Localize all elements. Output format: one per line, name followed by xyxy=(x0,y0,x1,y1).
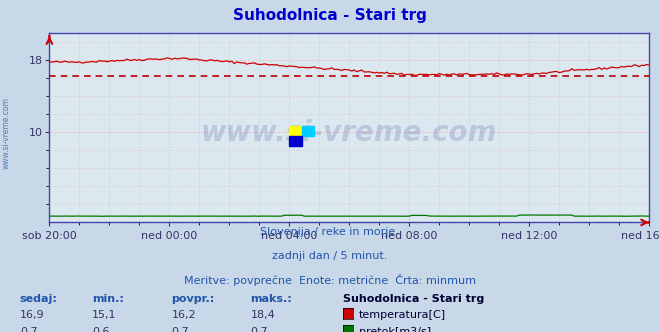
Text: Slovenija / reke in morje.: Slovenija / reke in morje. xyxy=(260,227,399,237)
Text: min.:: min.: xyxy=(92,294,124,304)
Text: temperatura[C]: temperatura[C] xyxy=(359,310,446,320)
Text: povpr.:: povpr.: xyxy=(171,294,215,304)
Text: sedaj:: sedaj: xyxy=(20,294,57,304)
Text: Suhodolnica - Stari trg: Suhodolnica - Stari trg xyxy=(343,294,484,304)
Text: 0,7: 0,7 xyxy=(171,327,189,332)
Bar xyxy=(289,126,302,136)
Text: 16,9: 16,9 xyxy=(20,310,44,320)
Text: 16,2: 16,2 xyxy=(171,310,196,320)
Text: www.si-vreme.com: www.si-vreme.com xyxy=(2,97,11,169)
Text: 0,7: 0,7 xyxy=(20,327,38,332)
Text: 0,7: 0,7 xyxy=(250,327,268,332)
Text: maks.:: maks.: xyxy=(250,294,292,304)
Text: zadnji dan / 5 minut.: zadnji dan / 5 minut. xyxy=(272,251,387,261)
Bar xyxy=(302,126,314,136)
Text: 0,6: 0,6 xyxy=(92,327,110,332)
Text: 18,4: 18,4 xyxy=(250,310,275,320)
Text: www.si-vreme.com: www.si-vreme.com xyxy=(201,120,498,147)
Text: Meritve: povprečne  Enote: metrične  Črta: minmum: Meritve: povprečne Enote: metrične Črta:… xyxy=(183,274,476,286)
Text: pretok[m3/s]: pretok[m3/s] xyxy=(359,327,431,332)
Text: 15,1: 15,1 xyxy=(92,310,117,320)
Text: Suhodolnica - Stari trg: Suhodolnica - Stari trg xyxy=(233,8,426,23)
Bar xyxy=(289,136,302,146)
